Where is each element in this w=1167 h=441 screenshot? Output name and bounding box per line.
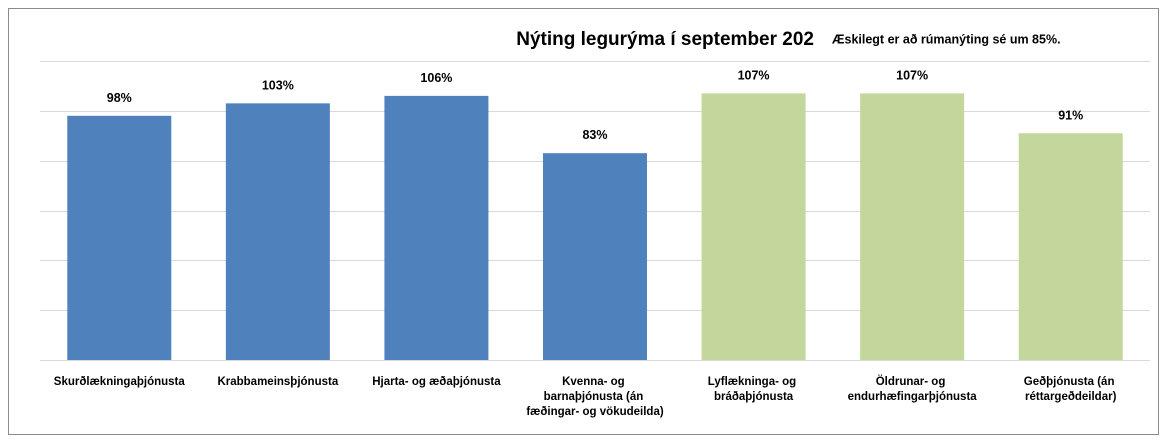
chart-subtitle: Æskilegt er að rúmanýting sé um 85%. xyxy=(832,32,1061,46)
bar xyxy=(384,95,489,360)
bar xyxy=(67,115,172,360)
data-label: 107% xyxy=(738,68,770,82)
chart-title: Nýting legurýma í september 202 xyxy=(516,29,814,50)
x-tick-label: Krabbameinsþjónusta xyxy=(217,376,338,388)
x-tick-label: Kvenna- og barnaþjónusta (án fæðingar- o… xyxy=(526,376,664,418)
bar xyxy=(225,103,330,360)
x-tick-label: Öldrunar- og endurhæfingarþjónusta xyxy=(848,375,978,403)
bar xyxy=(1018,133,1123,360)
data-label: 103% xyxy=(262,78,294,92)
x-tick-label: Hjarta- og æðaþjónusta xyxy=(372,376,501,388)
x-tick-label: Geðþjónusta (án réttargeðdeildar) xyxy=(1024,376,1118,403)
x-tick-label: Lyflækninga- og bráðaþjónusta xyxy=(708,376,800,403)
bar xyxy=(543,153,647,360)
data-label: 98% xyxy=(107,91,132,105)
bar xyxy=(860,93,965,361)
x-tick-label: Skurðlækningaþjónusta xyxy=(54,376,186,388)
bar xyxy=(701,93,806,361)
data-label: 106% xyxy=(420,71,452,85)
data-label: 107% xyxy=(896,68,928,82)
data-label: 91% xyxy=(1058,108,1083,122)
data-label: 83% xyxy=(582,128,607,142)
